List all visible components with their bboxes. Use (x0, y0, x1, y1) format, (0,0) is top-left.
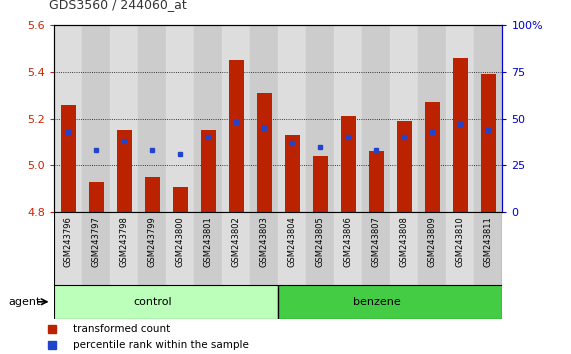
Text: agent: agent (8, 297, 41, 307)
Text: GSM243802: GSM243802 (232, 216, 241, 267)
Bar (54, 25, 82, 212)
Text: GSM243799: GSM243799 (148, 216, 157, 267)
Bar (279, 212, 307, 285)
Bar (110, 212, 138, 285)
Bar (447, 212, 475, 285)
Bar (138, 212, 166, 285)
Text: GSM243806: GSM243806 (344, 216, 353, 267)
Text: control: control (133, 297, 172, 307)
Text: GSM243804: GSM243804 (288, 216, 297, 267)
Text: GSM243805: GSM243805 (316, 216, 325, 267)
Bar (475, 212, 502, 285)
Bar (453, 58, 468, 212)
Bar (279, 25, 307, 212)
Text: benzene: benzene (352, 297, 400, 307)
Bar (54, 212, 82, 285)
Text: GSM243807: GSM243807 (372, 216, 381, 267)
Bar (256, 93, 272, 212)
Text: transformed count: transformed count (74, 324, 171, 333)
Bar (89, 182, 104, 212)
Text: GSM243798: GSM243798 (120, 216, 129, 267)
Bar (144, 177, 160, 212)
Text: GDS3560 / 244060_at: GDS3560 / 244060_at (49, 0, 186, 11)
Bar (397, 121, 412, 212)
Bar (54, 285, 279, 319)
Bar (250, 25, 279, 212)
Text: GSM243810: GSM243810 (456, 216, 465, 267)
Bar (200, 130, 216, 212)
Bar (481, 74, 496, 212)
Bar (475, 25, 502, 212)
Bar (279, 285, 502, 319)
Bar (166, 212, 194, 285)
Bar (285, 135, 300, 212)
Bar (391, 25, 419, 212)
Bar (307, 212, 335, 285)
Bar (391, 212, 419, 285)
Text: GSM243797: GSM243797 (92, 216, 100, 267)
Bar (335, 25, 363, 212)
Bar (138, 25, 166, 212)
Bar (419, 25, 447, 212)
Bar (307, 25, 335, 212)
Text: GSM243801: GSM243801 (204, 216, 213, 267)
Text: percentile rank within the sample: percentile rank within the sample (74, 340, 250, 350)
Text: GSM243803: GSM243803 (260, 216, 269, 267)
Bar (447, 25, 475, 212)
Bar (172, 187, 188, 212)
Bar (335, 212, 363, 285)
Text: GSM243796: GSM243796 (64, 216, 73, 267)
Bar (61, 104, 76, 212)
Text: GSM243811: GSM243811 (484, 216, 493, 267)
Bar (116, 130, 132, 212)
Bar (194, 25, 222, 212)
Bar (194, 212, 222, 285)
Bar (425, 102, 440, 212)
Text: GSM243800: GSM243800 (176, 216, 185, 267)
Bar (313, 156, 328, 212)
Bar (82, 25, 110, 212)
Text: GSM243808: GSM243808 (400, 216, 409, 267)
Bar (110, 25, 138, 212)
Bar (82, 212, 110, 285)
Bar (363, 212, 391, 285)
Bar (166, 25, 194, 212)
Bar (419, 212, 447, 285)
Bar (250, 212, 279, 285)
Bar (228, 60, 244, 212)
Bar (363, 25, 391, 212)
Text: GSM243809: GSM243809 (428, 216, 437, 267)
Bar (222, 212, 250, 285)
Bar (369, 152, 384, 212)
Bar (341, 116, 356, 212)
Bar (222, 25, 250, 212)
